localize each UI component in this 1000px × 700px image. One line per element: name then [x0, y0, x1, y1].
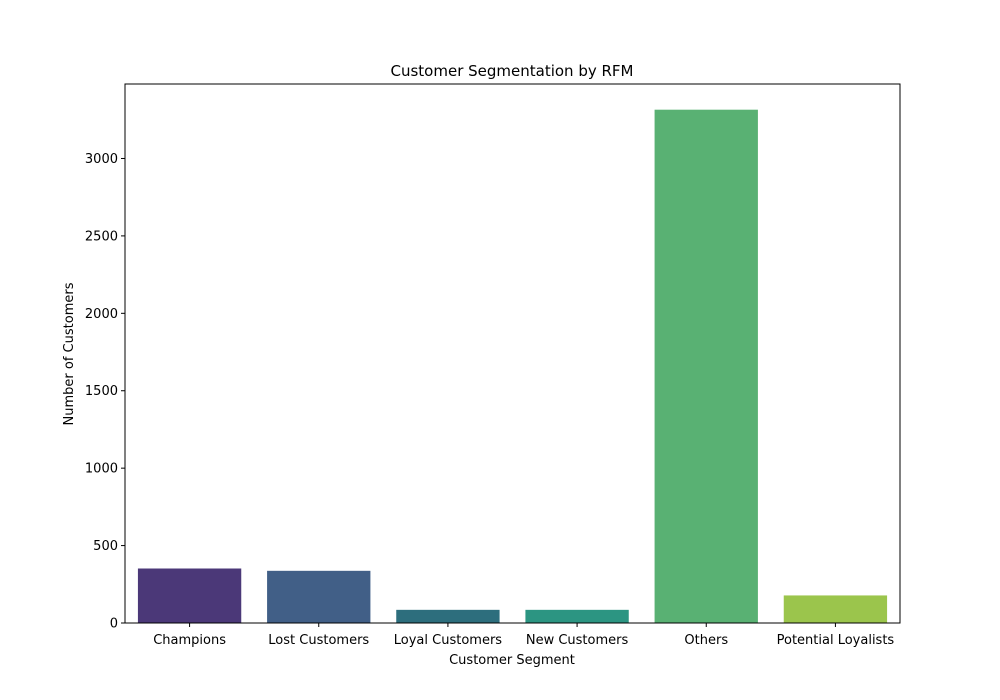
y-tick-label: 2500 — [85, 229, 118, 244]
x-tick-label: Potential Loyalists — [777, 633, 895, 648]
chart-title: Customer Segmentation by RFM — [391, 62, 634, 80]
bar-lost-customers — [267, 570, 371, 623]
y-tick-label: 0 — [110, 617, 118, 632]
y-tick-label: 1000 — [85, 462, 118, 477]
bar-loyal-customers — [396, 609, 500, 623]
x-axis-label: Customer Segment — [449, 653, 575, 668]
x-axis-ticks: Champions Lost Customers Loyal Customers Ne… — [153, 623, 894, 648]
bars-group — [137, 109, 888, 623]
x-tick-label: Lost Customers — [268, 633, 369, 648]
y-tick-label: 3000 — [85, 152, 118, 167]
x-tick-label: New Customers — [526, 633, 629, 648]
y-axis-ticks: 0 500 1000 1500 2000 2500 3000 — [85, 152, 125, 632]
bar-new-customers — [525, 609, 629, 623]
x-tick-label: Champions — [153, 633, 226, 648]
x-tick-label: Others — [684, 633, 728, 648]
x-tick-label: Loyal Customers — [394, 633, 503, 648]
y-axis-label: Number of Customers — [62, 282, 77, 425]
plot-frame — [124, 83, 901, 624]
y-tick-label: 1500 — [85, 384, 118, 399]
bar-potential-loyalists — [783, 595, 888, 623]
bar-others — [654, 109, 758, 623]
y-tick-label: 500 — [93, 539, 118, 554]
y-tick-label: 2000 — [85, 307, 118, 322]
bar-champions — [137, 568, 242, 623]
